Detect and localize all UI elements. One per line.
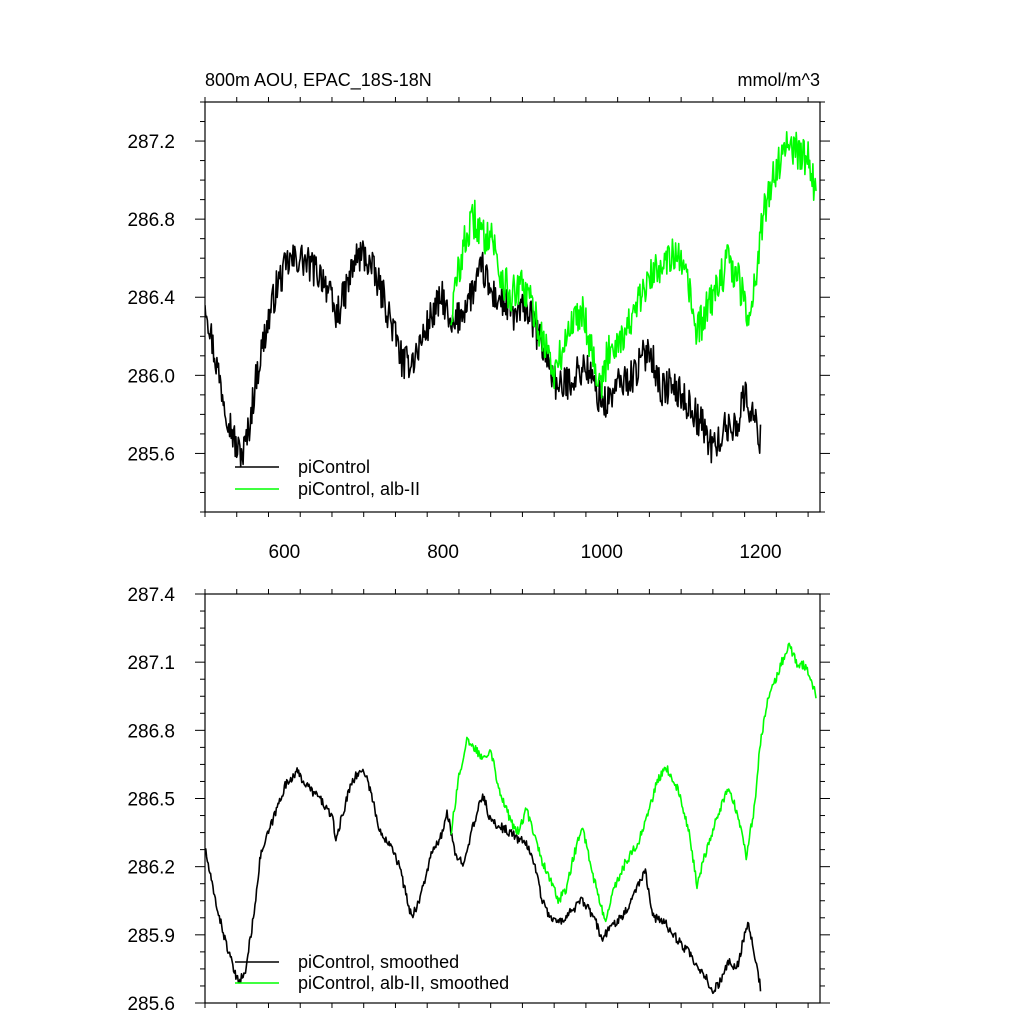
top-legend: piControl piControl, alb-II — [235, 457, 420, 499]
y-tick-label: 287.2 — [127, 132, 175, 153]
bottom-legend: piControl, smoothed piControl, alb-II, s… — [235, 952, 509, 993]
y-tick-label: 285.9 — [127, 926, 175, 947]
y-tick-label: 286.0 — [127, 366, 175, 387]
bottom-panel: 285.6 285.9 286.2 286.5 286.8 287.1 287.4 piCo… — [127, 585, 830, 1015]
y-tick-label: 287.1 — [127, 653, 175, 674]
bottom-legend-label-alb-ii-smoothed: piControl, alb-II, smoothed — [298, 973, 509, 993]
y-tick-label: 285.6 — [127, 994, 175, 1015]
plot-frame — [204, 101, 821, 513]
plot-frame — [204, 593, 821, 1004]
series-line-picontrol-smoothed — [205, 767, 762, 995]
bottom-legend-label-picontrol-smoothed: piControl, smoothed — [298, 952, 459, 972]
top-chart-title: 800m AOU, EPAC_18S-18N — [205, 70, 432, 91]
y-tick-label: 286.2 — [127, 858, 175, 879]
series-line-picontrol — [205, 240, 762, 468]
bottom-series-layer — [205, 642, 817, 995]
top-chart-units: mmol/m^3 — [738, 70, 820, 90]
series-line-picontrol-alb-ii — [450, 131, 817, 399]
y-tick-label: 286.8 — [127, 721, 175, 742]
x-tick-label: 600 — [269, 542, 301, 563]
x-tick-label: 1000 — [581, 542, 623, 563]
x-tick-label: 800 — [427, 542, 459, 563]
top-axes: 600 800 1000 1200 285.6 286.0 286.4 286.8 287.2 — [127, 97, 830, 563]
bottom-axes: 285.6 285.9 286.2 286.5 286.8 287.1 287.4 — [127, 585, 830, 1015]
top-panel: 800m AOU, EPAC_18S-18N mmol/m^3 600 800 10… — [127, 70, 830, 563]
y-tick-label: 286.4 — [127, 288, 175, 309]
series-line-picontrol-alb-ii-smoothed — [450, 642, 817, 923]
top-series-layer — [205, 131, 817, 468]
top-legend-label-picontrol: piControl — [298, 457, 370, 477]
y-tick-label: 287.4 — [127, 585, 175, 606]
top-legend-label-alb-ii: piControl, alb-II — [298, 479, 420, 499]
y-tick-label: 286.5 — [127, 790, 175, 811]
y-tick-label: 286.8 — [127, 210, 175, 231]
y-tick-label: 285.6 — [127, 444, 175, 465]
x-tick-label: 1200 — [739, 542, 781, 563]
